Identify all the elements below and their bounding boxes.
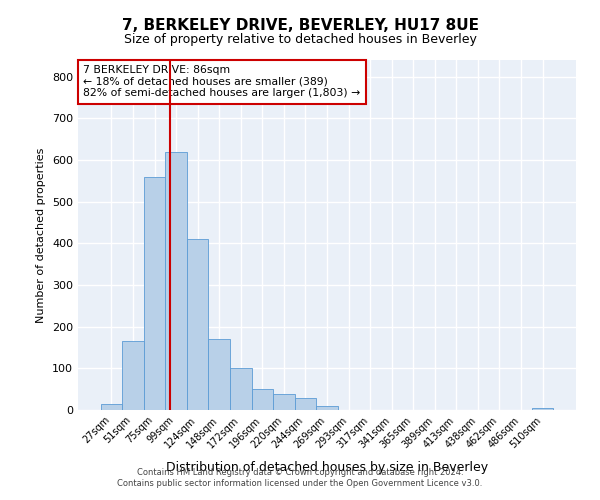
Bar bbox=[208, 339, 230, 410]
Bar bbox=[316, 406, 338, 410]
Text: 7 BERKELEY DRIVE: 86sqm
← 18% of detached houses are smaller (389)
82% of semi-d: 7 BERKELEY DRIVE: 86sqm ← 18% of detache… bbox=[83, 66, 360, 98]
Bar bbox=[187, 239, 208, 410]
X-axis label: Distribution of detached houses by size in Beverley: Distribution of detached houses by size … bbox=[166, 461, 488, 474]
Y-axis label: Number of detached properties: Number of detached properties bbox=[37, 148, 46, 322]
Bar bbox=[144, 176, 166, 410]
Bar bbox=[230, 368, 251, 410]
Text: Contains HM Land Registry data © Crown copyright and database right 2024.
Contai: Contains HM Land Registry data © Crown c… bbox=[118, 468, 482, 487]
Text: Size of property relative to detached houses in Beverley: Size of property relative to detached ho… bbox=[124, 32, 476, 46]
Bar bbox=[532, 408, 553, 410]
Bar bbox=[251, 389, 273, 410]
Bar bbox=[122, 341, 144, 410]
Text: 7, BERKELEY DRIVE, BEVERLEY, HU17 8UE: 7, BERKELEY DRIVE, BEVERLEY, HU17 8UE bbox=[121, 18, 479, 32]
Bar bbox=[101, 404, 122, 410]
Bar bbox=[295, 398, 316, 410]
Bar bbox=[273, 394, 295, 410]
Bar bbox=[166, 152, 187, 410]
